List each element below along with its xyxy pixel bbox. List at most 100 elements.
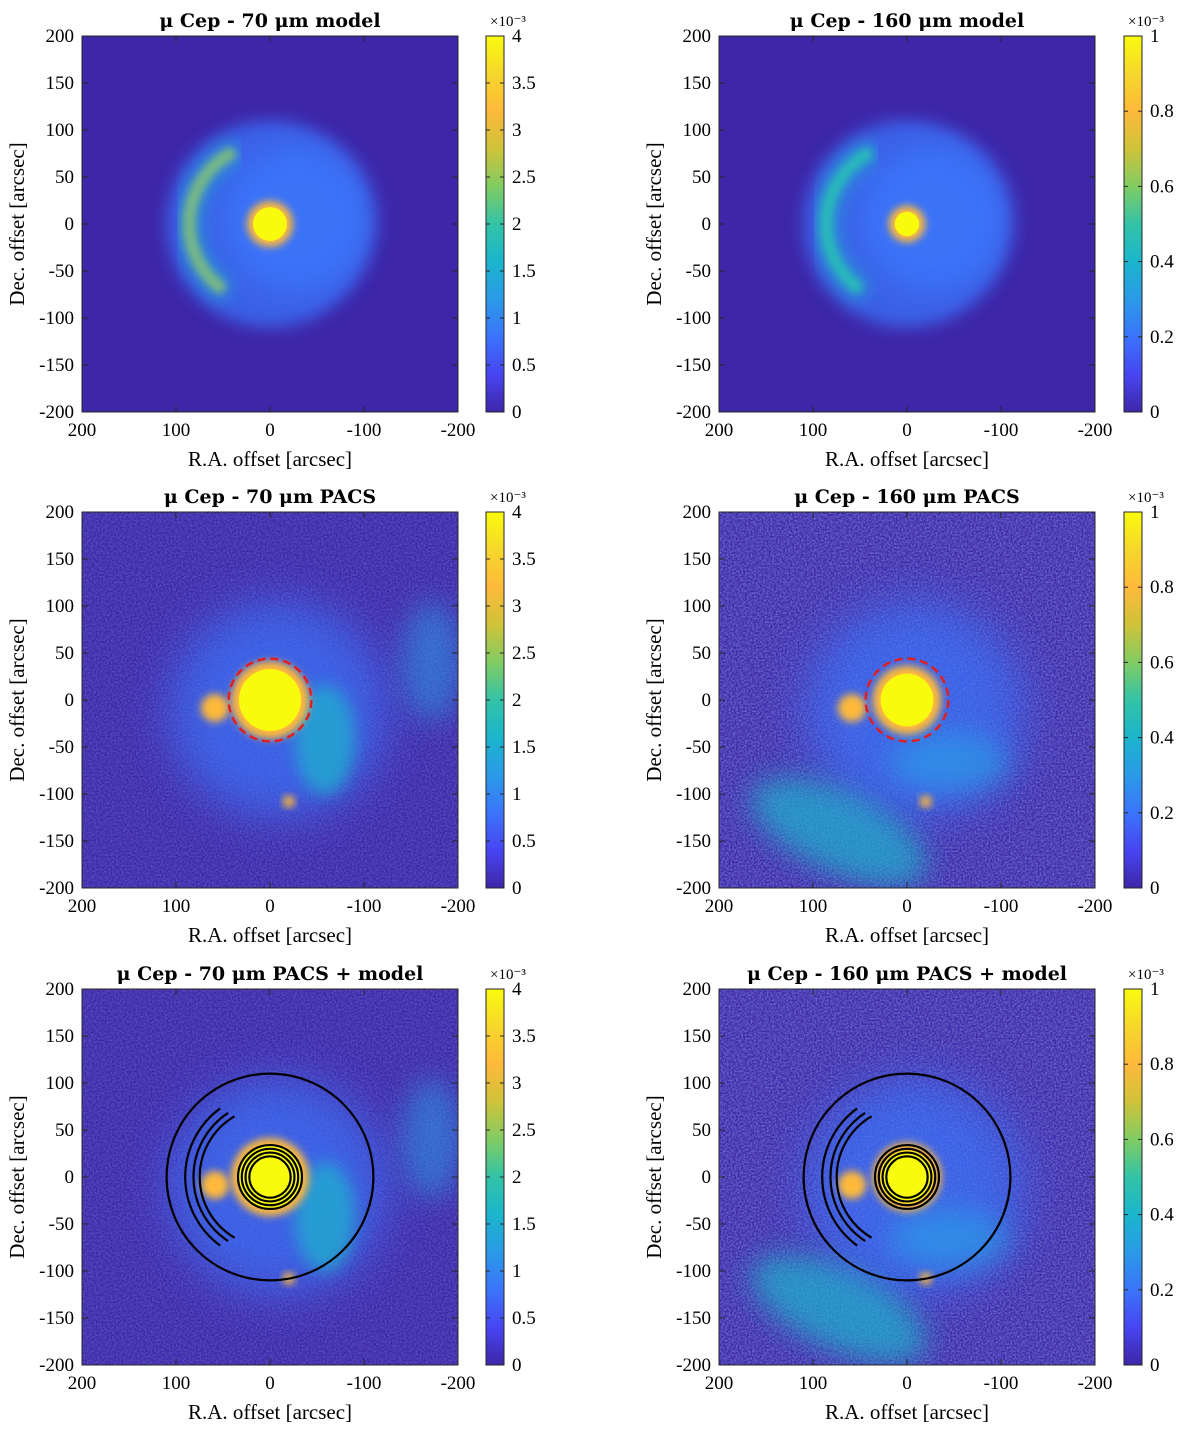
contour-star: [885, 1155, 929, 1199]
clump-east: [201, 694, 229, 722]
x-tick-label: 200: [705, 896, 734, 917]
colorbar-tick-label: 0: [1150, 402, 1160, 423]
filament-center: [889, 1209, 1009, 1269]
y-tick-label: 100: [46, 120, 75, 141]
panel-5: 200 100 0 -100 -200200150100500-50-100-150-2…: [5, 963, 536, 1424]
contour-outer: [802, 1072, 1012, 1282]
y-tick-label: -200: [676, 1355, 711, 1376]
dashed-circle: [864, 657, 950, 743]
y-axis-label: Dec. offset [arcsec]: [642, 618, 666, 781]
x-tick-label: 100: [162, 896, 191, 917]
y-axis-label: Dec. offset [arcsec]: [642, 1095, 666, 1258]
star-core: [880, 1150, 934, 1204]
star-core: [894, 211, 920, 237]
x-tick-label: -100: [347, 896, 382, 917]
panel-2: 200 100 0 -100 -200200150100500-50-100-150-2…: [642, 10, 1174, 471]
heatmap-image: [82, 989, 458, 1365]
x-tick-label: -200: [441, 896, 476, 917]
colorbar-tick-label: 4: [512, 979, 522, 1000]
y-tick-label: 150: [683, 549, 712, 570]
y-tick-label: 200: [683, 979, 712, 1000]
y-tick-label: 100: [683, 596, 712, 617]
contour-arc: [198, 1115, 236, 1239]
chart-title: μ Cep - 160 μm model: [790, 10, 1024, 32]
y-tick-label: 100: [46, 596, 75, 617]
contour-star: [248, 1155, 292, 1199]
y-axis-label: Dec. offset [arcsec]: [5, 142, 29, 305]
y-tick-label: -50: [686, 737, 711, 758]
x-tick-label: 200: [68, 896, 97, 917]
x-tick-label: 100: [162, 1373, 191, 1394]
y-tick-label: 0: [65, 690, 75, 711]
colorbar-tick-label: 3: [512, 120, 522, 141]
colorbar-multiplier: ×10⁻³: [1128, 967, 1164, 983]
model-shell-inner: [860, 146, 1006, 292]
colorbar-tick-label: 0.6: [1150, 652, 1174, 673]
x-axis-label: R.A. offset [arcsec]: [188, 447, 352, 471]
y-tick-label: -200: [39, 1355, 74, 1376]
clump-east: [838, 1171, 866, 1199]
heatmap-image: [719, 36, 1095, 412]
colorbar-tick-label: 0: [1150, 878, 1160, 899]
y-tick-label: -50: [686, 261, 711, 282]
emission-west: [402, 602, 458, 722]
filament-center: [889, 732, 1009, 792]
y-tick-label: 150: [46, 73, 75, 94]
colorbar-tick-label: 3.5: [512, 549, 536, 570]
x-tick-label: -100: [347, 420, 382, 441]
star-core: [238, 1145, 302, 1209]
y-tick-label: 0: [65, 214, 75, 235]
y-tick-label: -100: [676, 1261, 711, 1282]
x-tick-label: 200: [705, 420, 734, 441]
colorbar-tick-label: 0: [1150, 1355, 1160, 1376]
x-tick-label: 100: [799, 896, 828, 917]
y-tick-label: 150: [683, 73, 712, 94]
x-tick-label: -200: [441, 1373, 476, 1394]
y-tick-label: -100: [676, 784, 711, 805]
colorbar-tick-label: 0.5: [512, 1308, 536, 1329]
model-contours: [165, 1072, 375, 1282]
colorbar-tick-label: 0.4: [1150, 728, 1174, 749]
y-tick-label: 50: [55, 643, 74, 664]
panel-4: 200 100 0 -100 -200200150100500-50-100-150-2…: [642, 486, 1174, 947]
colorbar-tick-label: 3: [512, 1073, 522, 1094]
y-tick-label: 200: [46, 502, 75, 523]
y-tick-label: -50: [49, 1214, 74, 1235]
model-arc-glow: [813, 141, 880, 300]
x-axis-label: R.A. offset [arcsec]: [188, 1400, 352, 1424]
y-tick-label: 0: [702, 690, 712, 711]
colorbar: 4 3.5 3 2.5 2 1.5 1 0.5 0 ×10⁻³: [485, 14, 536, 423]
colorbar-tick-label: 1: [1150, 502, 1160, 523]
star-core: [238, 668, 302, 732]
contour-arc: [829, 1112, 866, 1242]
colorbar-tick-label: 2.5: [512, 167, 536, 188]
y-tick-label: -100: [39, 784, 74, 805]
contour-arc: [192, 1112, 229, 1242]
y-tick-label: -200: [39, 878, 74, 899]
y-tick-label: -150: [39, 831, 74, 852]
colorbar-tick-label: 1: [512, 784, 522, 805]
colorbar-tick-label: 1: [512, 308, 522, 329]
colorbar-tick-label: 2: [512, 214, 522, 235]
colorbar-gradient: [1123, 511, 1143, 889]
y-axis-label: Dec. offset [arcsec]: [5, 1095, 29, 1258]
contour-star: [244, 1151, 296, 1203]
y-axis-label: Dec. offset [arcsec]: [5, 618, 29, 781]
model-contours: [802, 1072, 1012, 1282]
y-tick-label: 150: [683, 1026, 712, 1047]
x-tick-label: -100: [984, 1373, 1019, 1394]
colorbar-tick-label: 2: [512, 690, 522, 711]
colorbar-tick-label: 1.5: [512, 1214, 536, 1235]
colorbar-tick-label: 0.5: [512, 831, 536, 852]
y-tick-label: -100: [39, 308, 74, 329]
model-shell-inner: [223, 146, 369, 292]
x-axis-label: R.A. offset [arcsec]: [825, 923, 989, 947]
colorbar-tick-label: 0.2: [1150, 1280, 1174, 1301]
x-tick-label: -200: [1078, 1373, 1113, 1394]
y-tick-label: 0: [702, 1167, 712, 1188]
heatmap-image: [82, 36, 458, 412]
y-tick-label: 150: [46, 1026, 75, 1047]
colorbar-tick-label: 0.4: [1150, 1205, 1174, 1226]
colorbar-tick-label: 1.5: [512, 737, 536, 758]
colorbar-tick-label: 0: [512, 1355, 522, 1376]
